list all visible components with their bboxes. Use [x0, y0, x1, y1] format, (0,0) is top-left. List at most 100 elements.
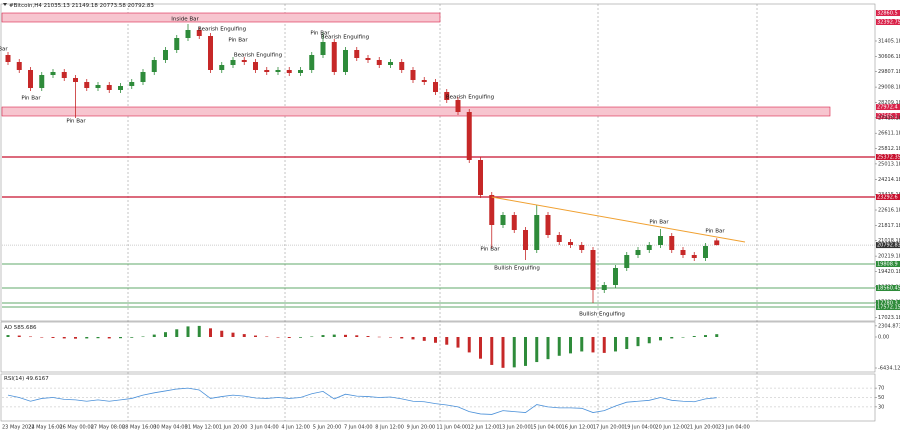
candle-body	[275, 70, 281, 72]
ao-bar	[377, 336, 381, 338]
ao-bar	[670, 336, 674, 339]
ao-bar	[231, 332, 235, 337]
y-tick-label: 25013.18	[878, 161, 900, 167]
header: #Bitcoin,H4 21035.13 21149.18 20773.58 2…	[9, 3, 154, 9]
candle-body	[39, 75, 45, 88]
candle-body	[399, 62, 405, 70]
level-label-bg	[876, 300, 900, 307]
ao-bar	[681, 336, 685, 338]
candle-body	[219, 65, 225, 70]
candle-body	[196, 30, 202, 36]
candle-body	[601, 285, 607, 290]
y-tick-label: 31405.18	[878, 38, 900, 44]
ao-bar	[265, 336, 269, 338]
ao-bar	[186, 326, 190, 337]
ao-name: AO	[4, 325, 13, 331]
x-tick-label: 26 May 00:00	[59, 425, 93, 431]
y-tick-label: 24214.18	[878, 177, 900, 183]
level-label: 25372.35	[877, 155, 900, 161]
x-tick-label: 19 Jun 04:00	[624, 425, 656, 431]
candle-body	[579, 245, 585, 250]
y-tick-label: 0.00	[878, 334, 889, 340]
candle-body	[455, 100, 461, 112]
header-low: 20773.58	[100, 3, 127, 9]
x-tick-label: 7 Jun 04:00	[344, 425, 373, 431]
annotation: Pin Bar	[0, 47, 8, 53]
ao-bar	[704, 335, 707, 337]
x-tick-label: 16 Jun 12:00	[562, 425, 594, 431]
week-separators	[127, 4, 758, 421]
candle-body	[16, 62, 22, 70]
main-panel	[0, 3, 876, 322]
level-label-bg	[876, 10, 900, 17]
annotation: Bearish Engulfing	[234, 53, 282, 59]
ao-bar	[501, 336, 505, 368]
y-tick-label: 25812.18	[878, 146, 900, 152]
ao-bar	[479, 336, 482, 359]
x-tick-label: 24 May 16:00	[28, 425, 62, 431]
ao-bar	[400, 336, 404, 339]
candle-body	[309, 55, 315, 70]
x-tick-label: 27 May 08:00	[91, 425, 125, 431]
candle-body	[61, 72, 67, 78]
ao-bar	[636, 336, 640, 347]
x-tick-label: 15 Jun 04:00	[530, 425, 562, 431]
x-tick-label: 23 Jun 04:00	[718, 425, 750, 431]
candle-body	[511, 215, 517, 230]
ao-bar	[310, 336, 314, 338]
level-label: 32860.5	[877, 11, 898, 17]
x-tick-label: 28 May 16:00	[122, 425, 156, 431]
candle-body	[376, 60, 382, 65]
x-tick-label: 30 May 04:00	[153, 425, 187, 431]
candle-body	[28, 70, 33, 88]
candle-body	[118, 86, 123, 90]
y-tick-label: 27410.18	[878, 115, 900, 121]
candle-body	[658, 236, 663, 245]
level-label-bg	[876, 304, 900, 311]
level-label: 27972.4	[877, 105, 898, 111]
annotation: Bullish Engulfing	[494, 266, 540, 272]
candle-body	[466, 112, 472, 160]
annotation: Pin Bar	[480, 247, 500, 253]
y-tick-label: 30	[878, 404, 884, 410]
candle-body	[253, 62, 258, 70]
ao-bar	[389, 336, 392, 338]
x-tick-label: 13 Jun 20:00	[499, 425, 531, 431]
ao-bar	[107, 336, 111, 339]
candle-body	[624, 255, 630, 268]
ao-bar	[434, 336, 437, 343]
y-tick-label: 26611.18	[878, 131, 900, 137]
level-label-bg	[876, 104, 900, 111]
ao-bar	[85, 336, 89, 339]
level-label: 23292.6	[877, 195, 898, 201]
annotation: Pin Bar	[649, 220, 669, 226]
candle-body	[568, 242, 573, 245]
menu-arrow[interactable]	[3, 3, 7, 6]
candle-body	[365, 58, 371, 60]
x-tick-label: 12 Jun 12:00	[468, 425, 500, 431]
rsi-name: RSI(14)	[4, 376, 24, 382]
ao-bar	[29, 336, 32, 338]
rsi-value: 49.6167	[26, 376, 49, 382]
level-label-bg	[876, 112, 900, 119]
x-tick-label: 5 Jun 20:00	[313, 425, 342, 431]
x-tick-label: 4 Jun 12:00	[281, 425, 310, 431]
ao-bar	[445, 336, 449, 345]
ao-bar	[344, 334, 347, 337]
candle-body	[84, 82, 90, 88]
annotation: Bullish Engulfing	[579, 312, 625, 318]
candle-body	[320, 42, 326, 55]
candle-body	[478, 160, 483, 195]
candle-body	[298, 70, 303, 73]
candle-body	[331, 42, 337, 72]
x-tick-label: 20 Jun 12:00	[655, 425, 687, 431]
x-tick-label: 11 Jun 04:00	[436, 425, 468, 431]
candle-body	[140, 72, 146, 82]
ao-bar	[175, 329, 179, 337]
candle-body	[343, 50, 348, 72]
ao-bar	[220, 330, 224, 337]
ao-bar	[625, 336, 629, 350]
ao-bar	[580, 336, 584, 352]
